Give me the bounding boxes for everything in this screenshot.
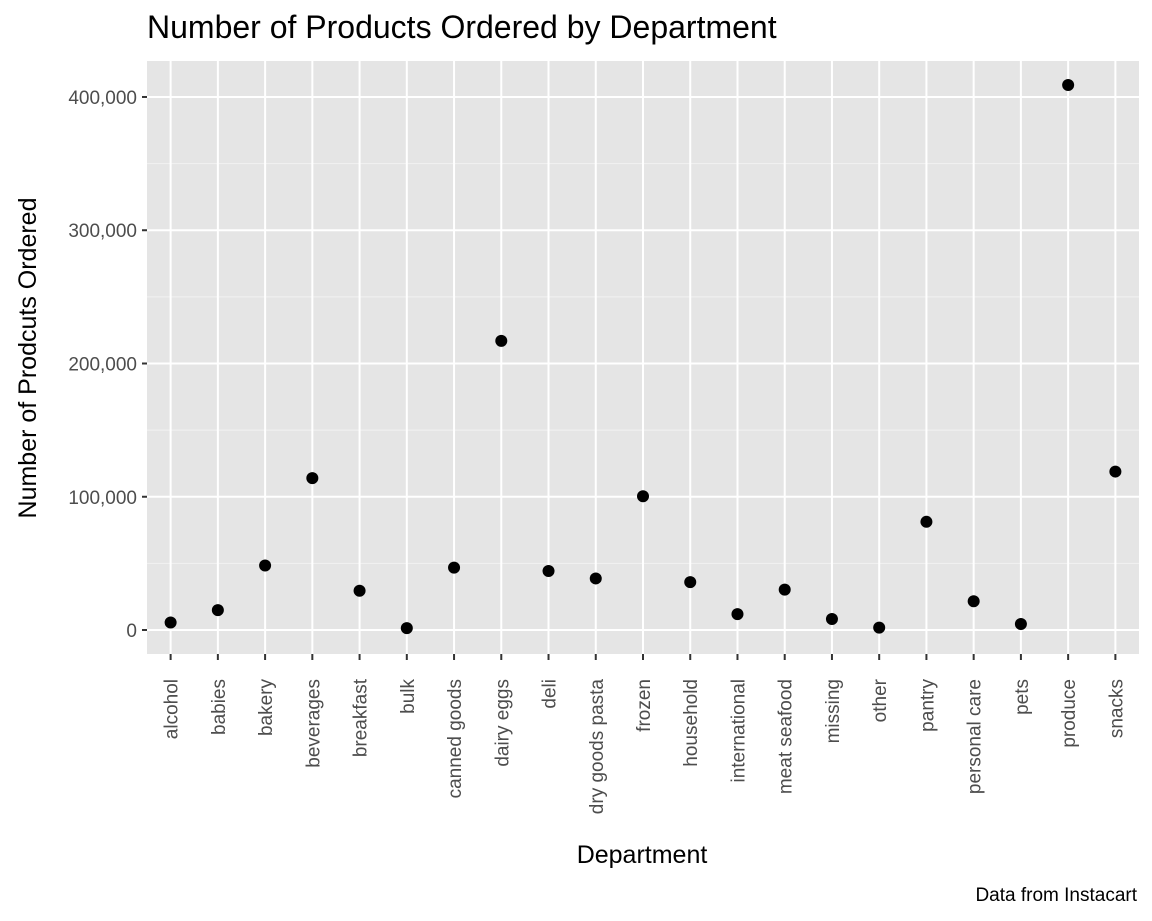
data-point xyxy=(731,608,744,621)
data-point xyxy=(825,612,838,625)
x-tick-label: dry goods pasta xyxy=(587,679,608,815)
x-axis: alcohol babies bakery beverages breakfast bul… xyxy=(162,654,1127,815)
data-point xyxy=(967,595,980,608)
x-tick-label: snacks xyxy=(1106,679,1127,738)
data-point xyxy=(778,583,791,596)
data-point xyxy=(637,490,649,503)
y-tick-label: 0 xyxy=(126,621,137,642)
data-point xyxy=(1109,465,1122,478)
y-tick-label: 400,000 xyxy=(68,88,137,109)
x-tick-label: meat seafood xyxy=(776,679,797,794)
x-tick-label: dairy eggs xyxy=(492,679,513,767)
chart-caption: Data from Instacart xyxy=(975,885,1137,906)
y-tick-label: 200,000 xyxy=(68,354,137,375)
x-tick-label: pets xyxy=(1012,679,1033,715)
x-tick-label: household xyxy=(681,679,702,767)
data-point xyxy=(920,515,933,528)
data-point xyxy=(259,559,272,572)
data-point xyxy=(1062,78,1075,91)
x-tick-label: breakfast xyxy=(351,678,372,757)
x-tick-label: deli xyxy=(540,679,561,709)
x-tick-label: beverages xyxy=(303,679,324,768)
data-point xyxy=(400,622,413,635)
x-tick-label: frozen xyxy=(634,679,655,732)
x-tick-label: missing xyxy=(823,679,844,743)
data-points xyxy=(164,78,1122,635)
data-point xyxy=(589,572,602,585)
x-tick-label: bakery xyxy=(256,679,277,737)
x-tick-label: canned goods xyxy=(445,679,466,798)
y-tick-label: 100,000 xyxy=(68,488,137,509)
data-point xyxy=(495,334,508,347)
x-tick-label: alcohol xyxy=(162,679,183,739)
x-tick-label: international xyxy=(728,679,749,783)
data-point xyxy=(684,576,697,589)
y-axis: 0 100,000 200,000 300,000 400,000 xyxy=(68,88,147,642)
x-tick-label: other xyxy=(870,678,891,722)
x-tick-label: bulk xyxy=(398,679,419,714)
data-point xyxy=(164,616,177,629)
y-axis-title: Number of Prodcuts Ordered xyxy=(14,198,42,519)
data-point xyxy=(1014,618,1027,631)
x-tick-label: personal care xyxy=(965,679,986,794)
data-point xyxy=(873,621,886,634)
x-axis-title: Department xyxy=(577,841,708,869)
x-tick-label: pantry xyxy=(917,679,938,732)
data-point xyxy=(353,584,366,597)
data-point xyxy=(211,604,224,617)
data-point xyxy=(542,564,555,577)
chart-title: Number of Products Ordered by Department xyxy=(147,9,777,45)
gridlines xyxy=(147,61,1139,654)
y-tick-label: 300,000 xyxy=(68,221,137,242)
x-tick-label: produce xyxy=(1059,679,1080,748)
data-point xyxy=(448,561,461,574)
x-tick-label: babies xyxy=(209,679,230,735)
data-point xyxy=(306,472,319,485)
